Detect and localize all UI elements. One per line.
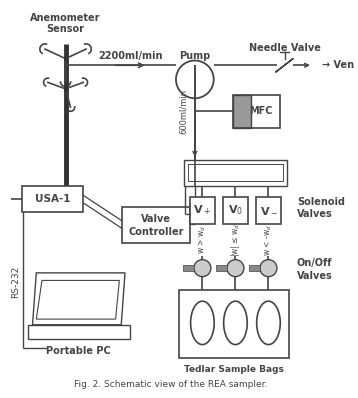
Text: RS-232: RS-232 xyxy=(11,266,20,298)
Text: Portable PC: Portable PC xyxy=(47,346,111,356)
Text: Needle Valve: Needle Valve xyxy=(248,43,320,53)
Text: Pump: Pump xyxy=(179,51,211,61)
Bar xyxy=(190,197,215,224)
Text: V$_0$: V$_0$ xyxy=(228,204,243,217)
Text: w > w$_d$: w > w$_d$ xyxy=(197,225,208,254)
Bar xyxy=(233,96,251,129)
Bar xyxy=(183,265,194,271)
Text: On/Off: On/Off xyxy=(297,258,332,268)
Text: → Ven: → Ven xyxy=(322,60,354,70)
Text: Valve: Valve xyxy=(141,214,171,224)
Bar xyxy=(22,186,83,213)
Text: V$_+$: V$_+$ xyxy=(193,204,211,217)
Text: Valves: Valves xyxy=(297,209,333,219)
Text: Solenoid: Solenoid xyxy=(297,197,345,207)
Text: |w| ≤ w$_d$: |w| ≤ w$_d$ xyxy=(229,222,242,257)
Bar xyxy=(64,87,68,92)
Text: Valves: Valves xyxy=(297,271,333,281)
Circle shape xyxy=(194,259,211,277)
Text: 600ml/min: 600ml/min xyxy=(179,89,188,134)
Text: USA-1: USA-1 xyxy=(35,194,70,204)
Text: MFC: MFC xyxy=(249,107,273,117)
Bar xyxy=(216,265,227,271)
Bar xyxy=(249,265,260,271)
Text: V$_-$: V$_-$ xyxy=(260,205,277,216)
Text: Tedlar Sample Bags: Tedlar Sample Bags xyxy=(184,365,284,374)
Text: w < -w$_d$: w < -w$_d$ xyxy=(263,224,274,256)
Text: Anemometer: Anemometer xyxy=(30,13,101,23)
Text: Fig. 2. Schematic view of the REA sampler.: Fig. 2. Schematic view of the REA sample… xyxy=(74,380,267,388)
Bar xyxy=(179,290,289,358)
Bar xyxy=(256,197,281,224)
Circle shape xyxy=(227,259,244,277)
Bar xyxy=(122,207,190,243)
Text: Sensor: Sensor xyxy=(47,24,84,34)
Bar xyxy=(64,57,68,61)
Circle shape xyxy=(260,259,277,277)
Bar xyxy=(184,160,287,186)
Polygon shape xyxy=(276,59,293,72)
Text: Controller: Controller xyxy=(129,227,184,237)
Bar xyxy=(233,96,280,129)
Text: 2200ml/min: 2200ml/min xyxy=(98,51,163,61)
Bar xyxy=(188,164,282,181)
Bar xyxy=(223,197,248,224)
